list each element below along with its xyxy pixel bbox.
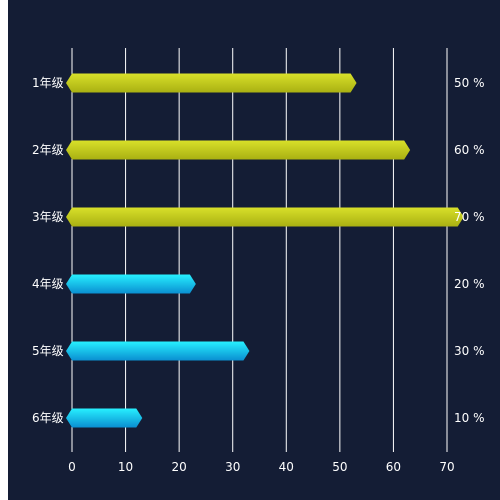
- x-tick-label: 60: [386, 460, 401, 474]
- x-tick-label: 0: [68, 460, 76, 474]
- bar-2: [66, 140, 411, 160]
- percent-label: 70 %: [454, 210, 485, 224]
- chart-canvas: 0 10 20 30 40 50 60 70 1年级 50 % 2年级 60 % 3年级 70 % 4年级 2…: [8, 0, 500, 500]
- percent-label: 10 %: [454, 411, 485, 425]
- percent-label: 60 %: [454, 143, 485, 157]
- x-tick-label: 70: [439, 460, 454, 474]
- x-tick-label: 10: [118, 460, 133, 474]
- horizontal-bar-chart: 0 10 20 30 40 50 60 70 1年级 50 % 2年级 60 % 3年级 70 % 4年级 2…: [32, 48, 485, 474]
- bar-1: [66, 73, 357, 93]
- bar-6: [66, 408, 143, 428]
- category-label: 3年级: [32, 210, 64, 224]
- x-tick-label: 30: [225, 460, 240, 474]
- x-tick-label: 50: [332, 460, 347, 474]
- grid-lines: [71, 48, 448, 452]
- bars: [66, 73, 464, 428]
- category-label: 1年级: [32, 76, 64, 90]
- bar-4: [66, 274, 196, 294]
- x-tick-label: 20: [172, 460, 187, 474]
- category-label: 5年级: [32, 344, 64, 358]
- category-label: 4年级: [32, 277, 64, 291]
- bar-3: [66, 207, 464, 227]
- x-tick-label: 40: [279, 460, 294, 474]
- category-label: 6年级: [32, 411, 64, 425]
- category-label: 2年级: [32, 143, 64, 157]
- bar-5: [66, 341, 250, 361]
- percent-label: 20 %: [454, 277, 485, 291]
- labels: 0 10 20 30 40 50 60 70 1年级 50 % 2年级 60 % 3年级 70 % 4年级 2…: [32, 76, 485, 474]
- percent-label: 30 %: [454, 344, 485, 358]
- percent-label: 50 %: [454, 76, 485, 90]
